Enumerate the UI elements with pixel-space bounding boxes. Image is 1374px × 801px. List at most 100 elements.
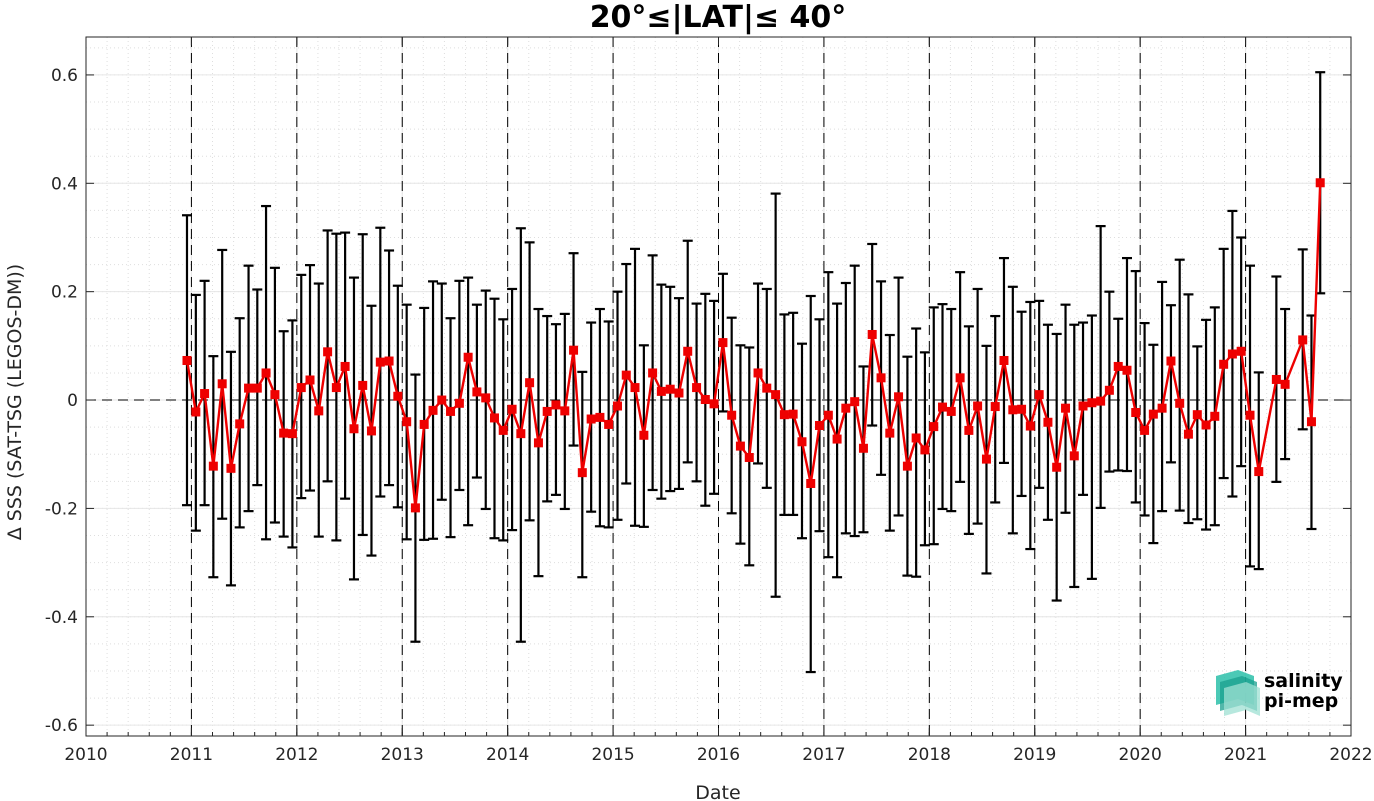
- data-point: [437, 395, 447, 405]
- data-point: [366, 426, 376, 436]
- data-series: [182, 178, 1325, 513]
- y-tick-label: -0.6: [45, 716, 78, 736]
- data-point: [1166, 356, 1176, 366]
- data-point: [1192, 410, 1202, 420]
- data-point: [533, 438, 543, 448]
- data-point: [639, 430, 649, 440]
- data-point: [305, 375, 315, 385]
- data-point: [551, 400, 561, 410]
- data-point: [700, 395, 710, 405]
- data-point: [850, 397, 860, 407]
- x-tick-label: 2017: [802, 745, 845, 765]
- data-point: [1183, 429, 1193, 439]
- data-point: [841, 403, 851, 413]
- data-point: [1298, 335, 1308, 345]
- data-point: [692, 383, 702, 393]
- data-point: [454, 398, 464, 408]
- data-point: [200, 389, 210, 399]
- data-point: [586, 414, 596, 424]
- data-point: [1140, 425, 1150, 435]
- data-point: [1061, 403, 1071, 413]
- data-point: [718, 338, 728, 348]
- data-point: [226, 463, 236, 473]
- data-point: [911, 433, 921, 443]
- data-point: [964, 425, 974, 435]
- x-tick-label: 2020: [1119, 745, 1162, 765]
- data-point: [1254, 467, 1264, 477]
- data-point: [507, 404, 517, 414]
- data-point: [648, 368, 658, 378]
- data-point: [542, 406, 552, 416]
- data-point: [858, 443, 868, 453]
- data-point: [788, 409, 798, 419]
- data-point: [182, 355, 192, 365]
- data-point: [296, 383, 306, 393]
- data-point: [560, 406, 570, 416]
- data-point: [981, 454, 991, 464]
- data-point: [244, 383, 254, 393]
- data-point: [806, 478, 816, 488]
- data-point: [832, 434, 842, 444]
- data-point: [885, 428, 895, 438]
- y-tick-label: 0.4: [51, 174, 78, 194]
- data-point: [577, 468, 587, 478]
- data-point: [955, 373, 965, 383]
- data-point: [393, 391, 403, 401]
- data-point: [1131, 408, 1141, 418]
- data-point: [1008, 405, 1018, 415]
- data-point: [771, 390, 781, 400]
- data-point: [1219, 359, 1229, 369]
- data-point: [261, 368, 271, 378]
- data-point: [235, 419, 245, 429]
- data-point: [779, 410, 789, 420]
- data-point: [419, 419, 429, 429]
- data-point: [1271, 374, 1281, 384]
- x-tick-label: 2016: [697, 745, 740, 765]
- data-point: [463, 352, 473, 362]
- data-point: [674, 388, 684, 398]
- data-point: [665, 384, 675, 394]
- logo-text-salinity: salinity: [1264, 670, 1343, 692]
- data-point: [1280, 379, 1290, 389]
- data-point: [727, 410, 737, 420]
- data-point: [525, 378, 535, 388]
- x-tick-label: 2015: [591, 745, 634, 765]
- data-point: [902, 461, 912, 471]
- data-point: [498, 425, 508, 435]
- y-tick-label: -0.2: [45, 499, 78, 519]
- data-point: [1043, 417, 1053, 427]
- data-point: [1025, 421, 1035, 431]
- data-point: [340, 361, 350, 371]
- data-point: [894, 392, 904, 402]
- data-point: [1069, 451, 1079, 461]
- data-point: [428, 405, 438, 415]
- data-point: [1306, 417, 1316, 427]
- logo-text-pi-mep: pi-mep: [1264, 690, 1338, 712]
- x-tick-label: 2018: [908, 745, 951, 765]
- data-point: [990, 402, 1000, 412]
- data-point: [1113, 361, 1123, 371]
- data-point: [208, 461, 218, 471]
- data-point: [252, 383, 262, 393]
- data-point: [735, 441, 745, 451]
- data-point: [384, 356, 394, 366]
- data-point: [516, 429, 526, 439]
- data-point: [1245, 410, 1255, 420]
- data-point: [287, 429, 297, 439]
- data-point: [1034, 390, 1044, 400]
- data-point: [446, 406, 456, 416]
- data-point: [1201, 420, 1211, 430]
- data-point: [375, 357, 385, 367]
- data-point: [920, 445, 930, 455]
- data-point: [867, 329, 877, 339]
- data-point: [621, 370, 631, 380]
- data-point: [1122, 365, 1132, 375]
- y-tick-label: 0.6: [51, 66, 78, 86]
- data-point: [1175, 398, 1185, 408]
- data-point: [973, 401, 983, 411]
- data-point: [1227, 349, 1237, 359]
- data-point: [217, 379, 227, 389]
- y-tick-label: 0.2: [51, 283, 78, 303]
- data-point: [1148, 409, 1158, 419]
